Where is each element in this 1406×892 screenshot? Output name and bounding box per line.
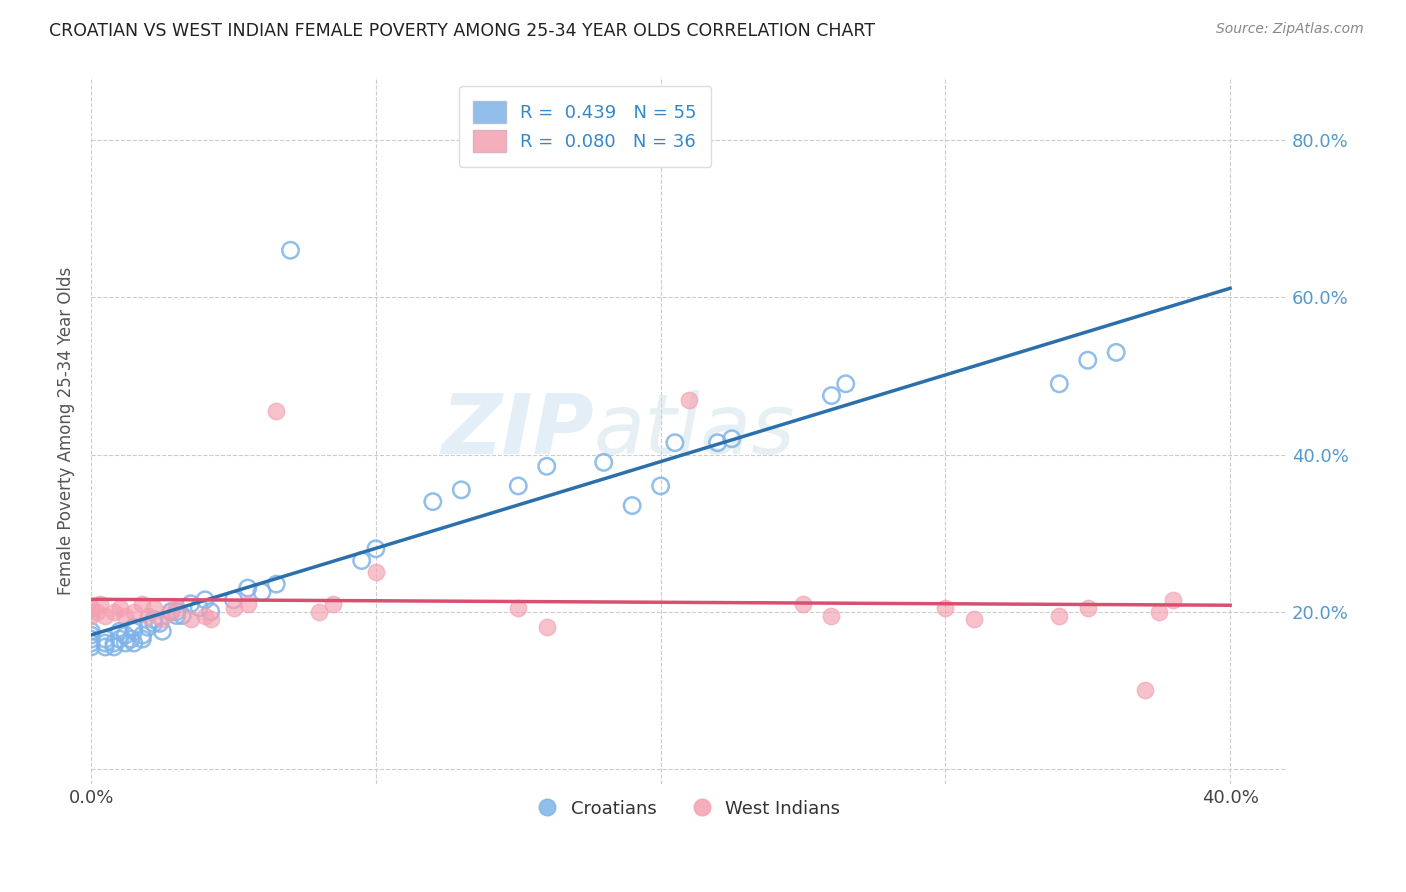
Point — [364, 541, 387, 556]
Point — [103, 605, 125, 619]
Point — [94, 636, 117, 650]
Point — [422, 494, 444, 508]
Point — [621, 499, 644, 513]
Point — [180, 612, 202, 626]
Point — [114, 636, 136, 650]
Point — [650, 479, 672, 493]
Point — [536, 459, 558, 474]
Point — [1047, 608, 1070, 623]
Point — [80, 624, 103, 639]
Point — [80, 608, 103, 623]
Point — [250, 585, 273, 599]
Point — [180, 597, 202, 611]
Point — [721, 432, 744, 446]
Point — [160, 605, 183, 619]
Point — [236, 581, 259, 595]
Point — [166, 600, 188, 615]
Point — [264, 404, 287, 418]
Point — [142, 616, 165, 631]
Point — [1147, 605, 1170, 619]
Point — [835, 376, 858, 391]
Point — [963, 612, 986, 626]
Point — [80, 636, 103, 650]
Point — [508, 479, 530, 493]
Point — [1161, 592, 1184, 607]
Text: CROATIAN VS WEST INDIAN FEMALE POVERTY AMONG 25-34 YEAR OLDS CORRELATION CHART: CROATIAN VS WEST INDIAN FEMALE POVERTY A… — [49, 22, 875, 40]
Point — [934, 600, 956, 615]
Point — [222, 600, 245, 615]
Point — [122, 620, 145, 634]
Point — [792, 597, 814, 611]
Point — [280, 244, 302, 258]
Point — [150, 612, 173, 626]
Point — [1133, 683, 1156, 698]
Point — [103, 640, 125, 654]
Point — [114, 628, 136, 642]
Point — [131, 632, 153, 646]
Point — [820, 608, 842, 623]
Point — [122, 636, 145, 650]
Point — [706, 435, 728, 450]
Point — [160, 605, 183, 619]
Point — [222, 592, 245, 607]
Point — [350, 553, 373, 567]
Point — [80, 628, 103, 642]
Point — [122, 605, 145, 619]
Legend: Croatians, West Indians: Croatians, West Indians — [531, 792, 848, 825]
Point — [188, 600, 211, 615]
Point — [166, 608, 188, 623]
Point — [94, 608, 117, 623]
Point — [148, 616, 170, 631]
Point — [592, 455, 614, 469]
Point — [108, 600, 131, 615]
Point — [508, 600, 530, 615]
Point — [114, 608, 136, 623]
Point — [131, 597, 153, 611]
Point — [194, 592, 217, 607]
Point — [1077, 353, 1099, 368]
Point — [122, 624, 145, 639]
Point — [1077, 600, 1099, 615]
Point — [820, 388, 842, 402]
Point — [172, 608, 194, 623]
Point — [194, 608, 217, 623]
Point — [236, 597, 259, 611]
Point — [94, 632, 117, 646]
Point — [94, 640, 117, 654]
Point — [80, 640, 103, 654]
Point — [1105, 345, 1128, 359]
Point — [264, 577, 287, 591]
Point — [450, 483, 472, 497]
Point — [80, 632, 103, 646]
Text: Source: ZipAtlas.com: Source: ZipAtlas.com — [1216, 22, 1364, 37]
Point — [166, 605, 188, 619]
Y-axis label: Female Poverty Among 25-34 Year Olds: Female Poverty Among 25-34 Year Olds — [58, 267, 75, 595]
Point — [308, 605, 330, 619]
Point — [200, 612, 222, 626]
Text: atlas: atlas — [593, 391, 794, 472]
Point — [364, 566, 387, 580]
Point — [678, 392, 700, 407]
Point — [103, 636, 125, 650]
Point — [142, 600, 165, 615]
Point — [86, 605, 108, 619]
Point — [131, 628, 153, 642]
Text: ZIP: ZIP — [441, 391, 593, 472]
Point — [322, 597, 344, 611]
Point — [200, 605, 222, 619]
Point — [1047, 376, 1070, 391]
Point — [108, 632, 131, 646]
Point — [536, 620, 558, 634]
Point — [142, 612, 165, 626]
Point — [89, 597, 111, 611]
Point — [664, 435, 686, 450]
Point — [80, 600, 103, 615]
Point — [108, 624, 131, 639]
Point — [136, 620, 159, 634]
Point — [136, 608, 159, 623]
Point — [150, 624, 173, 639]
Point — [120, 632, 142, 646]
